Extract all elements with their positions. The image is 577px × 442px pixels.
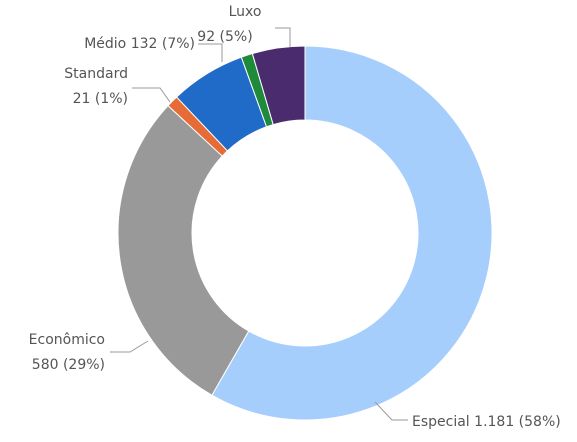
leader-line [132,87,171,103]
slice [211,45,493,421]
value-label: 132 (7%) [131,36,195,52]
leader-line [374,401,408,421]
category-label: Standard [64,66,128,82]
slice-label: Standard 21 (1%) [64,66,128,107]
category-label: Especial [412,414,470,430]
slice [117,104,250,396]
value-label: 21 (1%) [73,91,128,107]
category-label: Médio [84,36,126,52]
slice-label: Luxo 92 (5%) [197,4,261,45]
category-label: Econômico [29,332,105,348]
category-label: Luxo [229,4,262,20]
value-label: 580 (29%) [32,357,105,373]
slice [251,45,306,126]
leader-line [275,27,291,47]
value-label: 1.181 (58%) [474,414,561,430]
slice-label: Médio 132 (7%) [84,36,195,52]
slice-label: Econômico 580 (29%) [29,332,105,373]
slice-label: Especial 1.181 (58%) [412,414,561,430]
leader-line [110,340,149,353]
value-label: 92 (5%) [197,29,252,45]
leader-line [198,43,223,62]
